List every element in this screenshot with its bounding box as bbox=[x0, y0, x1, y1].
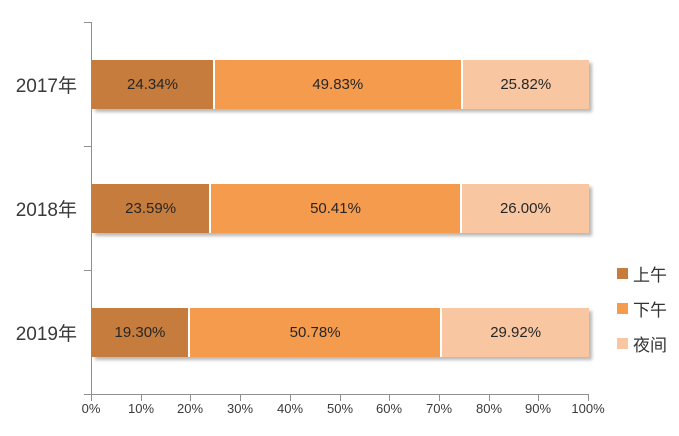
x-axis-tick bbox=[538, 394, 539, 401]
x-axis-tick bbox=[290, 394, 291, 401]
x-axis-tick-label: 20% bbox=[176, 401, 204, 416]
bar-segment-label: 23.59% bbox=[125, 200, 177, 217]
x-axis-tick bbox=[489, 394, 490, 401]
legend-swatch bbox=[617, 337, 628, 349]
x-axis-tick bbox=[141, 394, 142, 401]
bar-segment-label: 29.92% bbox=[490, 324, 542, 341]
legend-item: 下午 bbox=[617, 296, 667, 320]
bar-segment: 25.82% bbox=[460, 60, 589, 109]
x-axis-tick-label: 0% bbox=[81, 401, 101, 416]
bar-segment: 29.92% bbox=[440, 308, 589, 357]
x-axis-tick bbox=[389, 394, 390, 401]
bar-row: 19.30% 50.78% 29.92% bbox=[92, 308, 589, 357]
y-axis-tick bbox=[84, 270, 91, 271]
bar-segment: 26.00% bbox=[459, 184, 589, 233]
x-axis-tick bbox=[190, 394, 191, 401]
bar-segment: 50.78% bbox=[187, 308, 441, 357]
bar-segment: 24.34% bbox=[92, 60, 213, 109]
legend-swatch bbox=[617, 302, 628, 314]
x-axis-tick-label: 90% bbox=[524, 401, 552, 416]
bar-segment: 19.30% bbox=[92, 308, 188, 357]
legend: 上午 下午 夜间 bbox=[617, 261, 667, 366]
x-axis-tick bbox=[91, 394, 92, 401]
bar-segment: 50.41% bbox=[209, 184, 460, 233]
y-axis-tick bbox=[84, 22, 91, 23]
x-axis-tick-label: 30% bbox=[226, 401, 254, 416]
x-axis-tick bbox=[439, 394, 440, 401]
x-axis-tick bbox=[588, 394, 589, 401]
category-label: 2019年 bbox=[15, 324, 77, 345]
legend-item: 夜间 bbox=[617, 331, 667, 355]
legend-label: 下午 bbox=[633, 300, 667, 320]
bar-segment-label: 50.41% bbox=[310, 200, 361, 217]
x-axis-tick-label: 60% bbox=[375, 401, 403, 416]
x-axis-tick-label: 10% bbox=[127, 401, 155, 416]
bar-segment: 49.83% bbox=[212, 60, 461, 109]
plot-area: 24.34% 49.83% 25.82% 23.59% 50.41% 26.00% 19.3… bbox=[91, 22, 589, 395]
x-axis-tick-label: 100% bbox=[571, 401, 605, 416]
bar-row: 24.34% 49.83% 25.82% bbox=[92, 60, 589, 109]
bar-segment-label: 26.00% bbox=[499, 200, 551, 217]
category-label: 2018年 bbox=[15, 200, 77, 221]
x-axis-tick bbox=[240, 394, 241, 401]
y-axis-tick bbox=[84, 146, 91, 147]
bar-segment-label: 24.34% bbox=[127, 76, 178, 93]
bar-segment-label: 19.30% bbox=[114, 324, 166, 341]
bar-segment-label: 50.78% bbox=[289, 324, 341, 341]
bar-segment-label: 49.83% bbox=[312, 76, 364, 93]
bar-row: 23.59% 50.41% 26.00% bbox=[92, 184, 589, 233]
x-axis-tick-label: 80% bbox=[475, 401, 503, 416]
legend-label: 上午 bbox=[633, 265, 667, 285]
x-axis-tick-label: 40% bbox=[276, 401, 304, 416]
category-label: 2017年 bbox=[15, 76, 77, 97]
legend-item: 上午 bbox=[617, 261, 667, 285]
bar-segment-label: 25.82% bbox=[500, 76, 552, 93]
legend-swatch bbox=[617, 267, 628, 279]
legend-label: 夜间 bbox=[633, 335, 667, 355]
x-axis-tick bbox=[340, 394, 341, 401]
y-axis-tick bbox=[84, 394, 91, 395]
x-axis-tick-label: 70% bbox=[425, 401, 453, 416]
x-axis-tick-label: 50% bbox=[326, 401, 354, 416]
bar-segment: 23.59% bbox=[92, 184, 210, 233]
